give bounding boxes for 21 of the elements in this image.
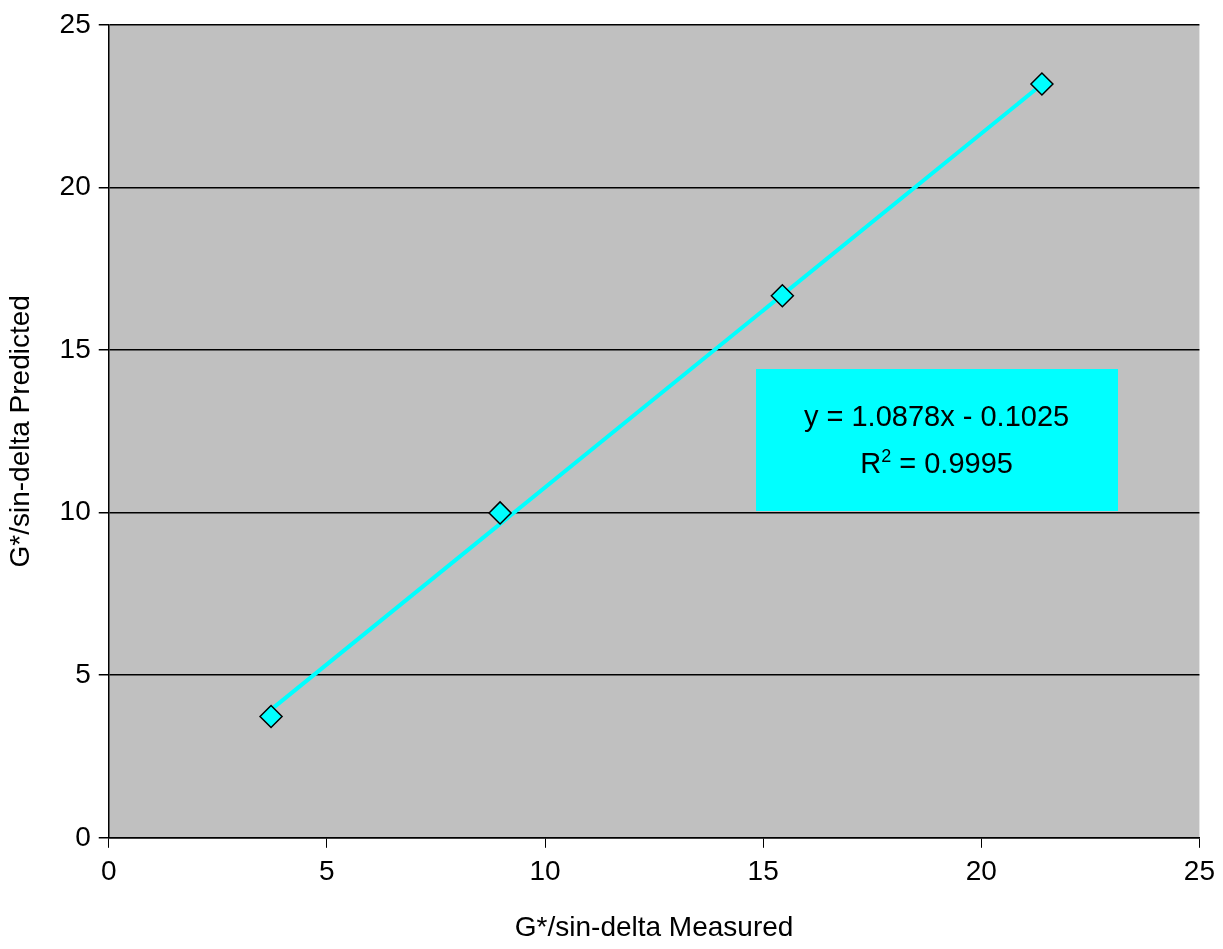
point — [259, 704, 283, 729]
point — [1030, 72, 1054, 96]
point — [488, 501, 512, 525]
y-axis-title: G*/sin-delta Predicted — [3, 295, 35, 568]
y-tick-label: 15 — [59, 332, 91, 364]
y-tick-label: 10 — [59, 495, 91, 527]
y-tick-label: 5 — [75, 657, 91, 689]
x-tick-label: 5 — [319, 855, 335, 887]
equation-box: y = 1.0878x - 0.1025 R$^{2}$ = 0.9995 — [755, 368, 1118, 511]
x-axis-title: G*/sin-delta Measured — [514, 910, 794, 942]
y-tick-label: 0 — [75, 820, 91, 852]
x-tick-label: 25 — [1183, 855, 1216, 887]
y-tick-label: 25 — [59, 7, 91, 39]
x-tick-label: 15 — [747, 855, 779, 887]
point — [770, 283, 795, 308]
annotation: y = 1.0878x - 0.1025 — [803, 399, 1070, 435]
x-tick-label: 0 — [100, 855, 117, 887]
x-tick-label: 20 — [965, 855, 997, 887]
annotation: R$^{2}$ = 0.9995 — [860, 445, 1013, 481]
x-tick-label: 10 — [529, 855, 561, 887]
y-tick-label: 20 — [59, 170, 91, 202]
